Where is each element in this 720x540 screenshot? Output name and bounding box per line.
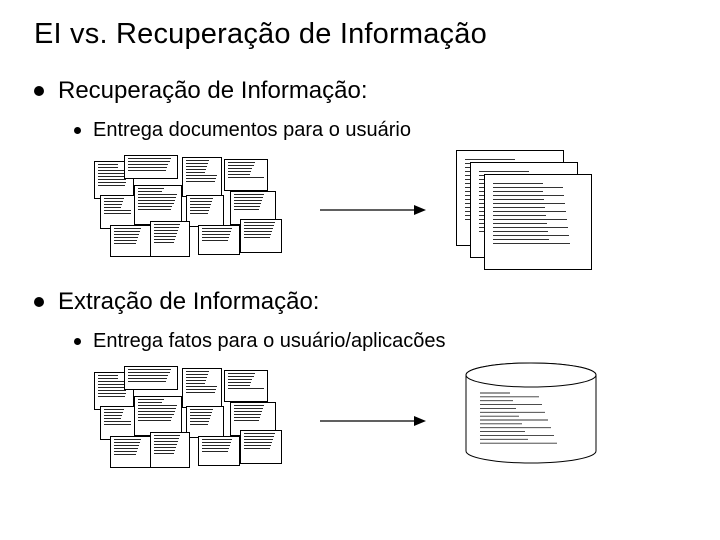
mini-doc (110, 225, 152, 257)
bullet-icon (74, 338, 81, 345)
section-2-graphic (90, 361, 686, 481)
mini-doc (240, 219, 282, 253)
mini-doc (224, 370, 268, 402)
mini-doc (224, 159, 268, 191)
mini-doc (134, 396, 182, 436)
input-doc-cluster (90, 155, 290, 265)
mini-doc (186, 406, 224, 438)
mini-doc (240, 430, 282, 464)
section-2-heading-row: Extração de Informação: (34, 288, 686, 316)
output-documents-stack (456, 150, 596, 270)
mini-doc (134, 185, 182, 225)
section-2-sub: Entrega fatos para o usuário/aplicacões (93, 330, 445, 353)
section-1-heading: Recuperação de Informação: (58, 77, 368, 105)
mini-doc (150, 221, 190, 257)
mini-doc (100, 195, 136, 229)
mini-doc (124, 155, 178, 179)
arrow-icon (318, 411, 428, 431)
slide-title: EI vs. Recuperação de Informação (34, 18, 686, 51)
database-icon (456, 361, 606, 481)
arrow-icon (318, 200, 428, 220)
bullet-icon (34, 297, 44, 307)
output-database (456, 361, 606, 481)
mini-doc (182, 157, 222, 197)
section-2-heading: Extração de Informação: (58, 288, 319, 316)
section-1-sub: Entrega documentos para o usuário (93, 119, 411, 142)
section-1-graphic (90, 150, 686, 270)
mini-doc (198, 436, 240, 466)
section-1-sub-row: Entrega documentos para o usuário (74, 119, 686, 142)
section-1-heading-row: Recuperação de Informação: (34, 77, 686, 105)
output-page (484, 174, 592, 270)
mini-doc (198, 225, 240, 255)
slide: EI vs. Recuperação de Informação Recuper… (0, 0, 720, 540)
mini-doc (100, 406, 136, 440)
mini-doc (110, 436, 152, 468)
section-2-sub-row: Entrega fatos para o usuário/aplicacões (74, 330, 686, 353)
mini-doc (124, 366, 178, 390)
bullet-icon (34, 86, 44, 96)
input-doc-cluster (90, 366, 290, 476)
bullet-icon (74, 127, 81, 134)
mini-doc (182, 368, 222, 408)
mini-doc (186, 195, 224, 227)
mini-doc (150, 432, 190, 468)
